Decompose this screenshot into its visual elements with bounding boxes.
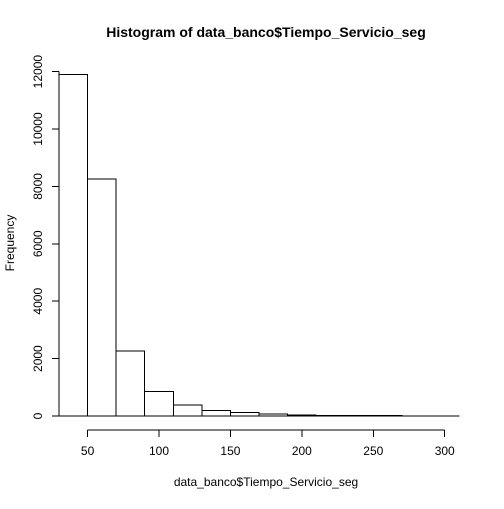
y-axis: 0 2000 4000 6000 8000 10000 12000 <box>31 55 59 420</box>
y-tick-label: 6000 <box>31 230 45 257</box>
x-tick-label: 250 <box>363 444 383 458</box>
x-tick-label: 100 <box>149 444 169 458</box>
histogram-bar <box>88 179 117 416</box>
x-axis-label: data_banco$Tiempo_Servicio_seg <box>174 475 358 489</box>
histogram-bar <box>259 414 288 416</box>
x-tick-label: 50 <box>81 444 95 458</box>
chart-title: Histogram of data_banco$Tiempo_Servicio_… <box>106 24 426 40</box>
y-tick-label: 2000 <box>31 345 45 372</box>
histogram-bar <box>316 415 345 416</box>
y-tick-label: 8000 <box>31 173 45 200</box>
y-tick-label: 4000 <box>31 288 45 315</box>
histogram-bar <box>145 392 174 416</box>
y-tick-label: 12000 <box>31 55 45 89</box>
y-axis-label: Frequency <box>3 215 17 272</box>
x-axis: 50 100 150 200 250 300 <box>81 430 455 458</box>
y-tick-label: 10000 <box>31 112 45 146</box>
histogram-bar <box>116 351 145 416</box>
histogram-bar <box>230 413 259 416</box>
x-tick-label: 150 <box>220 444 240 458</box>
histogram-bar <box>59 75 88 417</box>
histogram-bar <box>288 415 317 416</box>
histogram-bar <box>173 405 202 416</box>
bars-layer <box>59 75 459 417</box>
histogram-bar <box>202 410 231 416</box>
x-tick-label: 300 <box>435 444 455 458</box>
histogram-bar <box>345 415 374 416</box>
x-tick-label: 200 <box>292 444 312 458</box>
y-tick-label: 0 <box>31 412 45 419</box>
